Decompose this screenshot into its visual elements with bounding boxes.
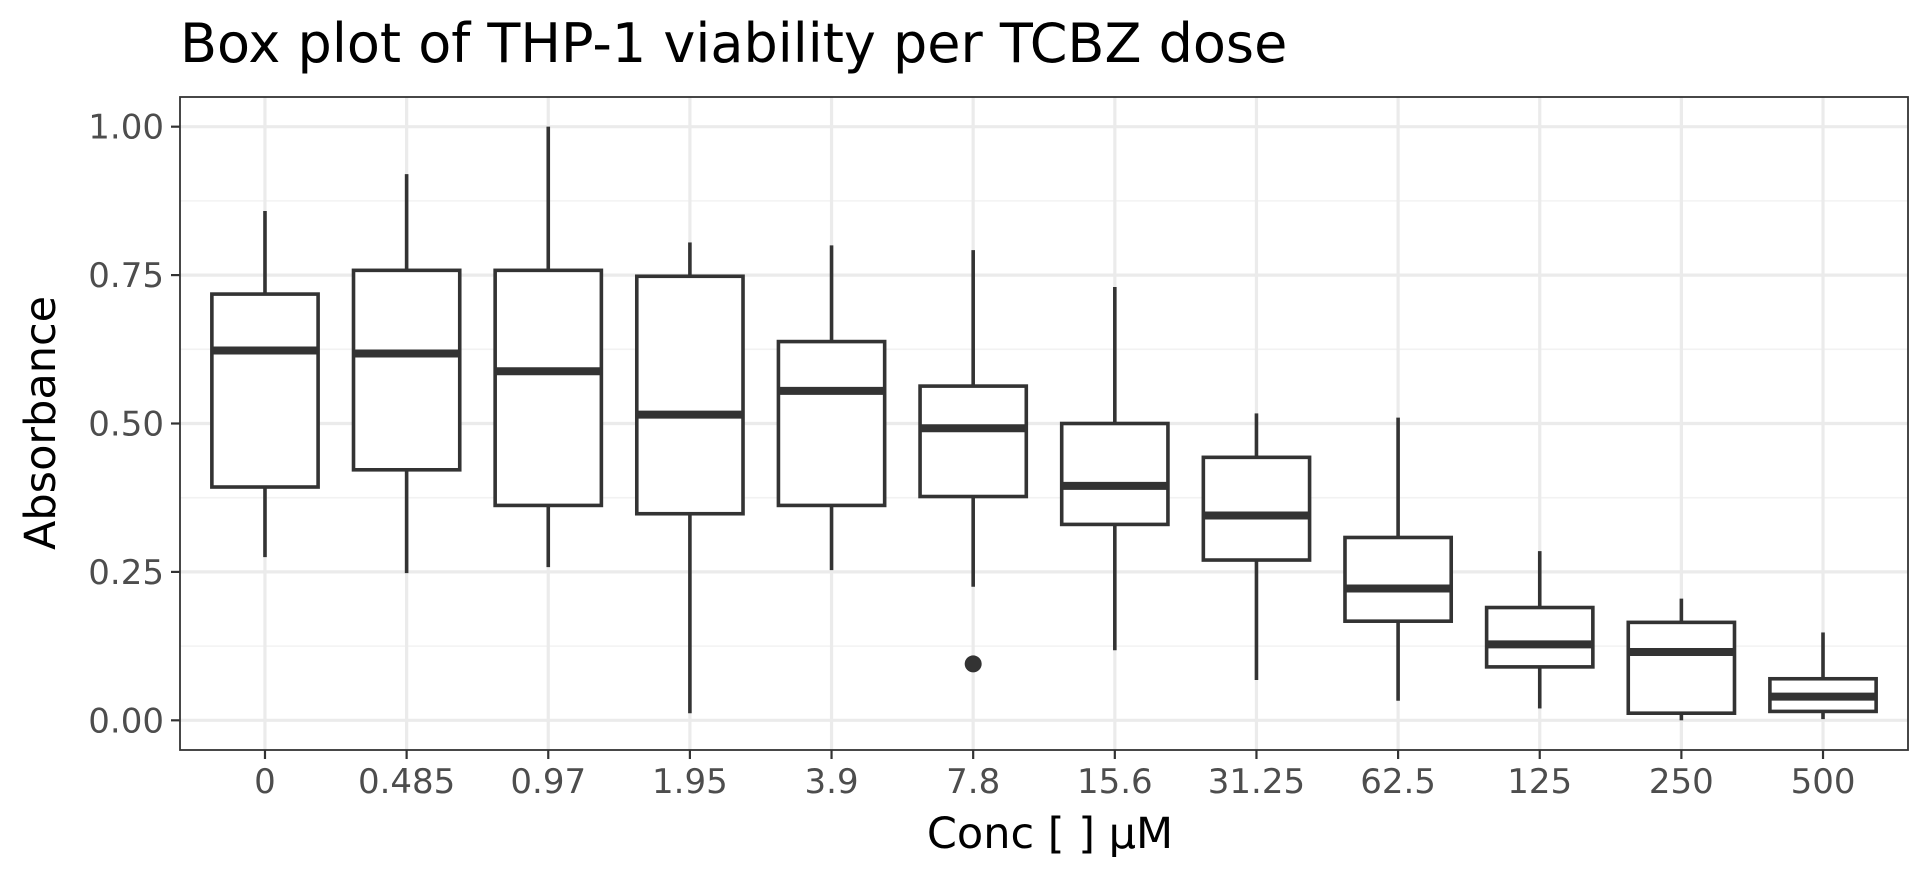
x-tick-label: 1.95 — [652, 762, 728, 802]
box-body — [1626, 620, 1737, 715]
plot-panel: 0.00 0.25 0.50 0.75 1.00 0 0.485 0.97 1.95 3.9 7.8… — [88, 96, 1909, 802]
x-tick-label: 15.6 — [1077, 762, 1153, 802]
x-tick-label: 0.97 — [510, 762, 586, 802]
x-tick-label: 7.8 — [946, 762, 1000, 802]
chart-title: Box plot of THP-1 viability per TCBZ dos… — [180, 12, 1287, 75]
x-axis-title: Conc [ ] µM — [927, 809, 1173, 859]
x-tick-label: 125 — [1507, 762, 1572, 802]
x-tick-label: 0 — [254, 762, 276, 802]
y-tick-label: 0.25 — [88, 553, 164, 593]
box-body — [1059, 421, 1170, 527]
box-outlier-point — [964, 655, 982, 673]
box-body — [1484, 605, 1595, 669]
x-tick-label: 500 — [1791, 762, 1856, 802]
x-tick-label: 3.9 — [805, 762, 859, 802]
x-tick-label: 0.485 — [358, 762, 455, 802]
y-tick-label: 1.00 — [88, 108, 164, 148]
box-body — [351, 268, 462, 472]
box-body — [918, 384, 1029, 499]
y-tick-label: 0.00 — [88, 701, 164, 741]
x-tick-label: 250 — [1649, 762, 1714, 802]
box-body — [776, 339, 887, 508]
box-body — [634, 274, 745, 516]
box-body — [1201, 455, 1312, 562]
x-tick-label: 31.25 — [1208, 762, 1305, 802]
x-tick-label: 62.5 — [1360, 762, 1436, 802]
box-body — [210, 292, 320, 489]
y-tick-label: 0.50 — [88, 405, 164, 445]
y-axis-title: Absorbance — [16, 296, 66, 550]
box-body — [1343, 535, 1454, 623]
box-body — [493, 268, 604, 508]
y-tick-label: 0.75 — [88, 256, 164, 296]
